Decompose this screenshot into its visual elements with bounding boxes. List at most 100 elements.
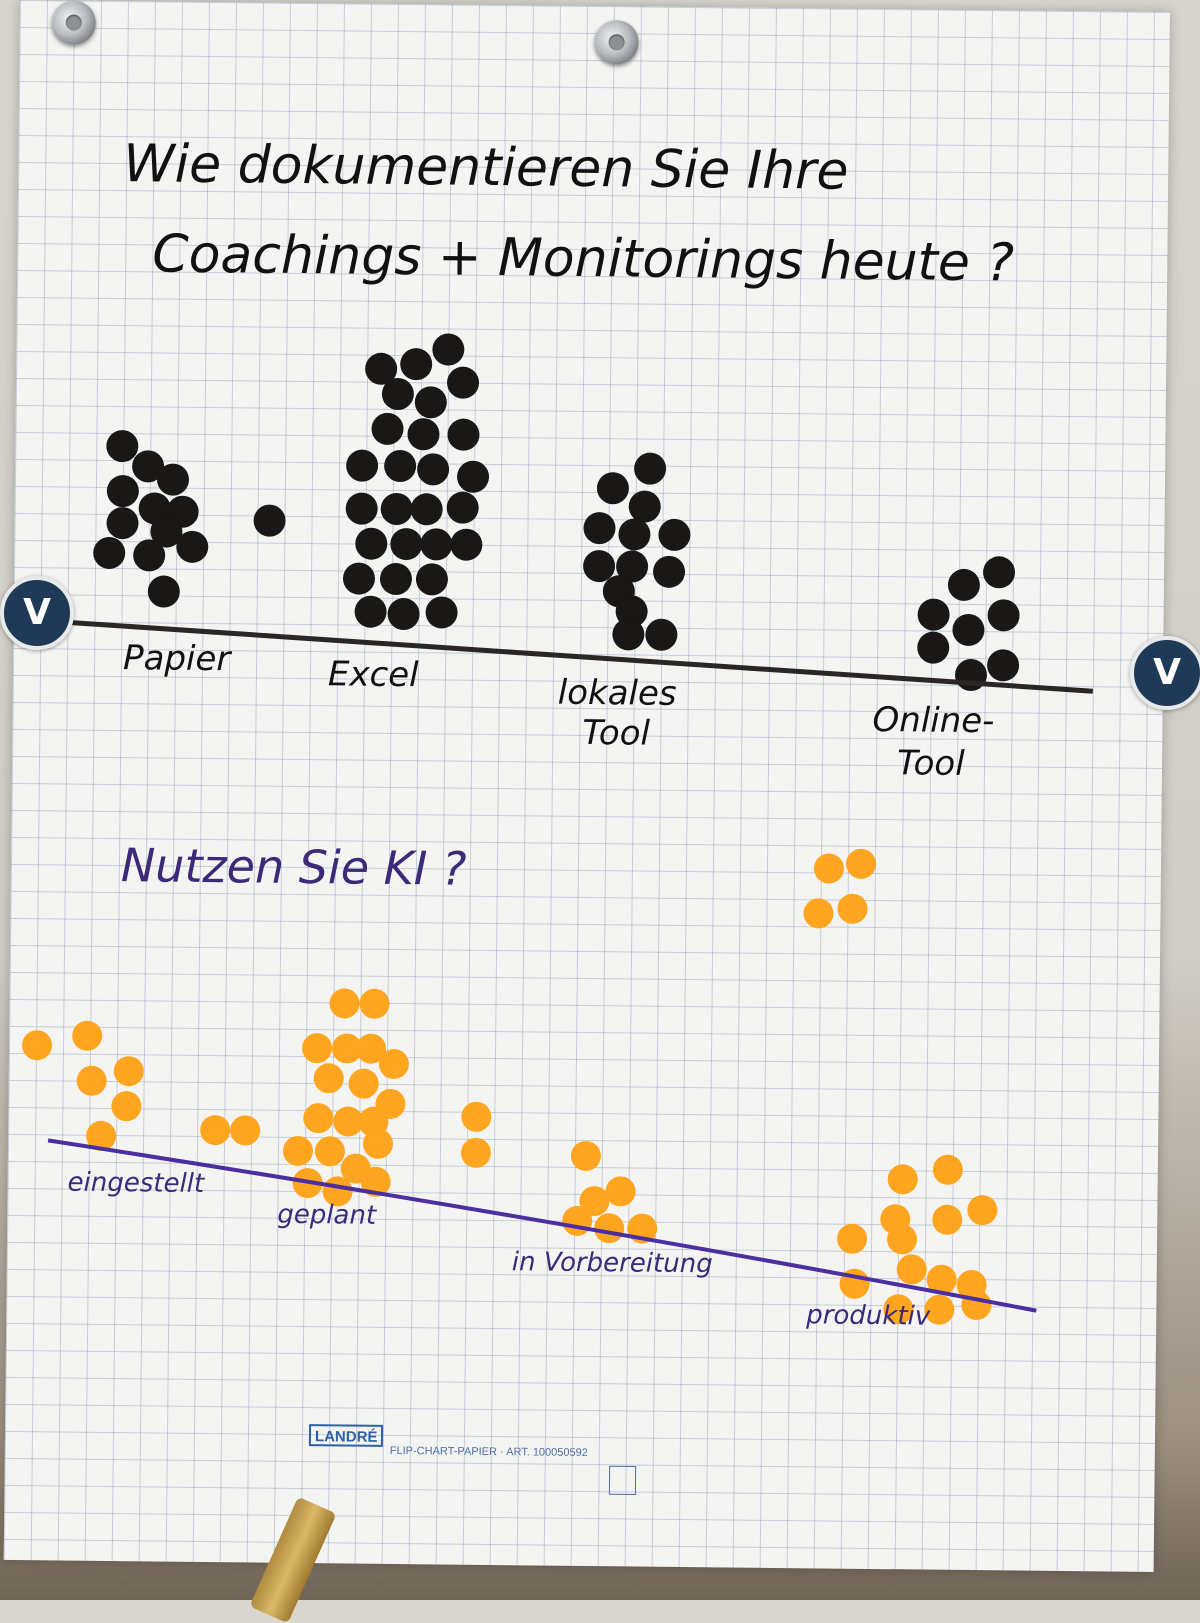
black-dot-13 <box>365 352 398 385</box>
orange-dot-12 <box>356 1033 387 1064</box>
black-dot-58 <box>917 631 950 664</box>
orange-dot-28 <box>460 1137 491 1168</box>
black-dot-3 <box>106 475 139 508</box>
label-excel: Excel <box>328 654 420 695</box>
orange-dot-26 <box>360 1166 391 1197</box>
black-dot-32 <box>420 528 453 561</box>
orange-dot-51 <box>803 898 834 929</box>
flipchart-drawing: Wie dokumentieren Sie Ihre Coachings + M… <box>22 134 1093 1496</box>
brand-text: FLIP-CHART-PAPIER · ART. 100050592 <box>390 1445 588 1459</box>
orange-dot-6 <box>200 1115 231 1146</box>
black-dot-52 <box>645 618 678 651</box>
orange-dot-15 <box>348 1068 379 1099</box>
black-dot-29 <box>446 491 479 524</box>
black-dot-22 <box>346 449 379 482</box>
black-dot-24 <box>417 453 450 486</box>
axis-line-1 <box>71 620 1093 694</box>
v-logo-badge-right: V <box>1130 636 1200 710</box>
orange-dot-21 <box>282 1135 313 1166</box>
orange-dot-7 <box>230 1115 261 1146</box>
black-dot-36 <box>415 563 448 596</box>
orange-dot-20 <box>363 1128 394 1159</box>
black-dot-45 <box>658 518 691 551</box>
orange-dot-45 <box>932 1154 963 1185</box>
orange-dot-22 <box>314 1136 345 1167</box>
orange-dot-10 <box>302 1033 333 1064</box>
black-dot-16 <box>381 377 414 410</box>
orange-dot-3 <box>113 1056 144 1087</box>
label-produktiv: produktiv <box>805 1300 931 1331</box>
black-dot-54 <box>983 556 1016 589</box>
orange-dot-4 <box>111 1091 142 1122</box>
orange-dot-13 <box>378 1048 409 1079</box>
brand-logo: LANDRÉ <box>315 1428 378 1446</box>
black-dot-7 <box>150 515 183 548</box>
black-dot-31 <box>390 528 423 561</box>
black-dot-43 <box>583 512 616 545</box>
title-line-2: Coachings + Monitorings heute ? <box>152 224 1014 293</box>
axis-line-2 <box>47 1138 1037 1313</box>
black-dot-42 <box>628 490 661 523</box>
orange-dot-38 <box>926 1264 957 1295</box>
black-dot-1 <box>132 450 165 483</box>
black-dot-9 <box>93 536 126 569</box>
label-tool-2: Tool <box>897 743 966 784</box>
orange-dot-5 <box>86 1120 117 1151</box>
orange-dot-18 <box>333 1106 364 1137</box>
black-dot-35 <box>379 562 412 595</box>
orange-dot-0 <box>22 1030 53 1061</box>
black-dot-33 <box>450 528 483 561</box>
flipchart-paper: Wie dokumentieren Sie Ihre Coachings + M… <box>3 0 1170 1572</box>
black-dot-55 <box>917 598 950 631</box>
black-dot-48 <box>653 555 686 588</box>
orange-dot-8 <box>329 988 360 1019</box>
orange-dot-35 <box>837 1223 868 1254</box>
black-dot-8 <box>176 530 209 563</box>
orange-dot-31 <box>605 1176 636 1207</box>
black-dot-25 <box>457 460 490 493</box>
black-dot-30 <box>355 527 388 560</box>
black-dot-26 <box>345 492 378 525</box>
label-lokales: lokales <box>558 673 677 714</box>
black-dot-34 <box>342 562 375 595</box>
orange-dot-49 <box>813 853 844 884</box>
orange-dot-27 <box>461 1101 492 1132</box>
orange-dot-44 <box>887 1164 918 1195</box>
black-dot-27 <box>380 492 413 525</box>
brand-logo-box <box>308 1424 384 1447</box>
v-logo-badge-left: V <box>0 576 74 650</box>
black-dot-51 <box>612 618 645 651</box>
orange-dot-46 <box>967 1195 998 1226</box>
label-in-vorbereitung: in Vorbereitung <box>512 1247 713 1279</box>
black-dot-53 <box>947 568 980 601</box>
black-dot-17 <box>414 386 447 419</box>
orange-dot-52 <box>837 893 868 924</box>
orange-dot-cluster <box>22 848 998 1325</box>
black-dot-0 <box>106 430 139 463</box>
black-dot-37 <box>354 595 387 628</box>
black-dot-41 <box>596 472 629 505</box>
orange-dot-42 <box>924 1294 955 1325</box>
orange-dot-2 <box>76 1065 107 1096</box>
label-tool-1: Tool <box>582 713 651 754</box>
black-dot-60 <box>987 649 1020 682</box>
label-geplant: geplant <box>277 1200 377 1231</box>
label-eingestellt: eingestellt <box>67 1168 205 1199</box>
orange-dot-41 <box>883 1294 914 1325</box>
black-dot-44 <box>618 518 651 551</box>
black-dot-11 <box>147 575 180 608</box>
black-dot-28 <box>410 493 443 526</box>
certification-icon <box>608 1465 637 1496</box>
black-dot-38 <box>387 598 420 631</box>
orange-dot-17 <box>303 1103 334 1134</box>
black-dot-56 <box>952 613 985 646</box>
orange-dot-9 <box>359 988 390 1019</box>
black-dot-10 <box>133 539 166 572</box>
orange-dot-30 <box>579 1186 610 1217</box>
black-dot-cluster <box>93 333 1020 691</box>
question-ki: Nutzen Sie KI ? <box>121 838 467 896</box>
black-dot-12 <box>253 504 286 537</box>
orange-dot-48 <box>880 1204 911 1235</box>
orange-dot-33 <box>594 1213 625 1244</box>
black-dot-20 <box>407 418 440 451</box>
